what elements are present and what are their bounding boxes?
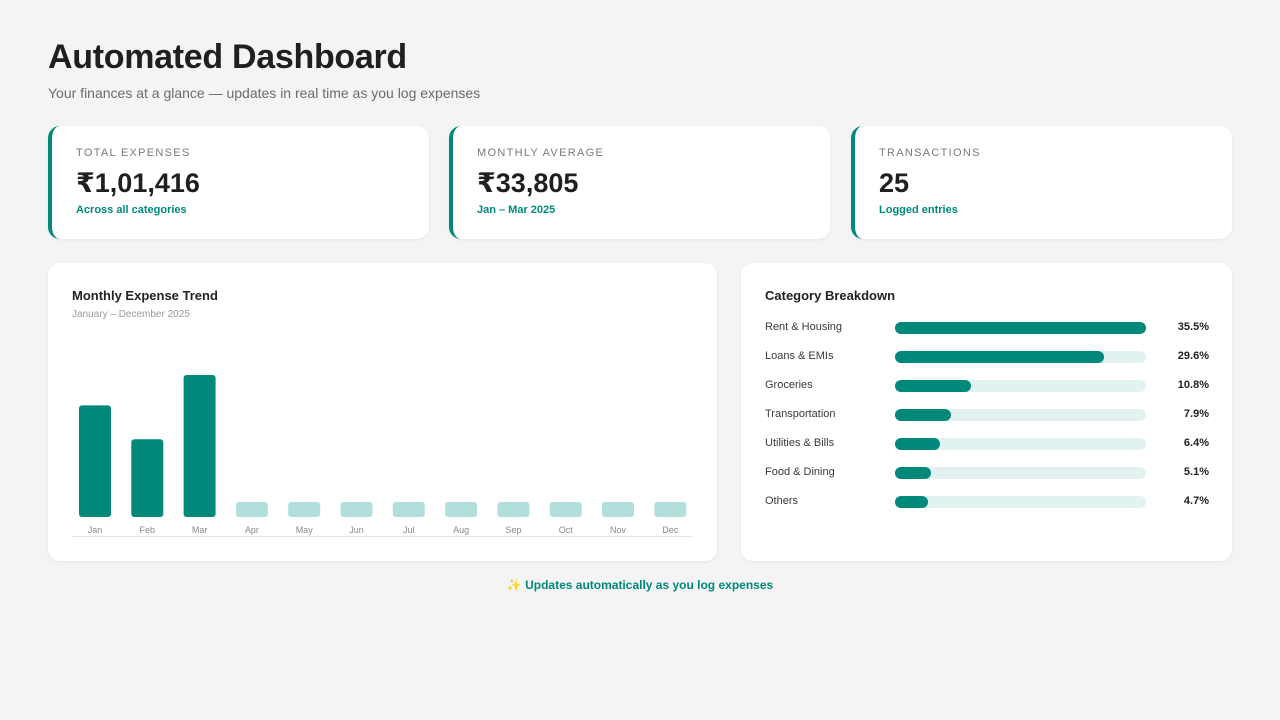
- kpi-label: TRANSACTIONS: [879, 147, 981, 159]
- category-bar-fill: [895, 322, 1146, 334]
- x-tick-label: Jun: [349, 525, 364, 535]
- category-row: Food & Dining 5.1%: [765, 464, 1209, 482]
- category-bar-track: [895, 496, 1146, 508]
- breakdown-panel: Category Breakdown Rent & Housing 35.5% Lo…: [741, 263, 1232, 561]
- x-tick-label: May: [296, 525, 314, 535]
- category-bar-fill: [895, 438, 941, 450]
- kpi-value: ₹33,805: [477, 168, 579, 198]
- category-row: Utilities & Bills 6.4%: [765, 435, 1209, 453]
- trend-bar-chart: Jan Feb Mar Apr May Jun Jul Aug Sep Oct Nov Dec: [72, 375, 693, 537]
- category-label: Utilities & Bills: [765, 437, 835, 449]
- category-label: Groceries: [765, 379, 813, 391]
- kpi-label: MONTHLY AVERAGE: [477, 147, 605, 159]
- category-row: Others 4.7%: [765, 493, 1209, 511]
- category-label: Loans & EMIs: [765, 350, 834, 362]
- category-label: Food & Dining: [765, 466, 835, 478]
- page-title: Automated Dashboard: [48, 38, 407, 76]
- trend-panel: Monthly Expense Trend January – December…: [48, 263, 717, 561]
- category-bar-track: [895, 438, 1146, 450]
- trend-subtitle: January – December 2025: [72, 309, 190, 320]
- breakdown-title: Category Breakdown: [765, 288, 896, 303]
- bar-aug: [445, 502, 478, 517]
- kpi-card-monthly-average: MONTHLY AVERAGE ₹33,805 Jan – Mar 2025: [449, 126, 830, 239]
- category-row: Transportation 7.9%: [765, 406, 1209, 424]
- category-label: Others: [765, 495, 799, 507]
- x-tick-label: Dec: [662, 525, 679, 535]
- category-bar-fill: [895, 496, 929, 508]
- category-bar-fill: [895, 351, 1105, 363]
- category-label: Transportation: [765, 408, 836, 420]
- category-percent: 5.1%: [1183, 466, 1209, 478]
- x-tick-label: Aug: [453, 525, 469, 535]
- bar-feb: [131, 439, 164, 517]
- bar-jun: [340, 502, 373, 517]
- bar-oct: [549, 502, 582, 517]
- category-percent: 10.8%: [1177, 379, 1209, 391]
- bar-jan: [79, 405, 111, 517]
- category-percent: 29.6%: [1177, 350, 1209, 362]
- category-bar-track: [895, 380, 1146, 392]
- category-percent: 4.7%: [1183, 495, 1209, 507]
- category-bar-fill: [895, 380, 972, 392]
- category-bar-fill: [895, 467, 932, 479]
- kpi-card-total-expenses: TOTAL EXPENSES ₹1,01,416 Across all cate…: [48, 126, 429, 239]
- category-label: Rent & Housing: [765, 321, 843, 333]
- x-tick-label: Jan: [88, 525, 103, 535]
- category-bar-track: [895, 351, 1146, 363]
- bar-dec: [654, 502, 687, 517]
- kpi-card-transactions: TRANSACTIONS 25 Logged entries: [851, 126, 1232, 239]
- category-percent: 7.9%: [1183, 408, 1209, 420]
- footer-note: ✨ Updates automatically as you log expen…: [506, 578, 774, 592]
- category-bar-fill: [895, 409, 951, 421]
- x-tick-label: Sep: [505, 525, 521, 535]
- kpi-value: ₹1,01,416: [76, 168, 200, 198]
- bar-may: [288, 502, 321, 517]
- kpi-label: TOTAL EXPENSES: [76, 147, 191, 159]
- category-row: Rent & Housing 35.5%: [765, 319, 1209, 337]
- bar-sep: [497, 502, 530, 517]
- category-percent: 35.5%: [1177, 321, 1209, 333]
- page-subtitle: Your finances at a glance — updates in r…: [48, 85, 481, 101]
- category-percent: 6.4%: [1183, 437, 1209, 449]
- category-bar-track: [895, 409, 1146, 421]
- x-tick-label: Apr: [245, 525, 259, 535]
- category-row: Groceries 10.8%: [765, 377, 1209, 395]
- bar-nov: [602, 502, 634, 517]
- x-tick-label: Feb: [140, 525, 156, 535]
- category-bar-track: [895, 467, 1146, 479]
- kpi-note: Logged entries: [879, 204, 958, 216]
- bar-apr: [235, 502, 268, 517]
- category-bar-track: [895, 322, 1146, 334]
- trend-title: Monthly Expense Trend: [72, 288, 218, 303]
- bar-mar: [183, 375, 216, 517]
- bar-jul: [392, 502, 425, 517]
- x-tick-label: Oct: [559, 525, 574, 535]
- kpi-note: Jan – Mar 2025: [477, 204, 556, 216]
- x-tick-label: Jul: [403, 525, 415, 535]
- kpi-note: Across all categories: [76, 204, 187, 216]
- category-row: Loans & EMIs 29.6%: [765, 348, 1209, 366]
- kpi-value: 25: [879, 168, 910, 198]
- x-tick-label: Mar: [192, 525, 208, 535]
- x-tick-label: Nov: [610, 525, 627, 535]
